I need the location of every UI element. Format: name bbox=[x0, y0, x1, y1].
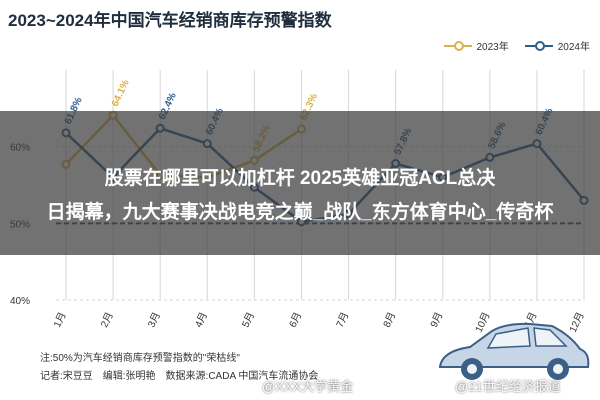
legend-item-2024: 2024年 bbox=[524, 38, 590, 53]
watermark-left: @XXX大学黄金 bbox=[262, 379, 354, 394]
x-tick-label: 5月 bbox=[240, 310, 257, 329]
x-tick-label: 7月 bbox=[334, 310, 351, 329]
credits: 记者:宋豆豆 编辑:张明艳 数据来源:CADA 中国汽车流通协会 bbox=[40, 371, 319, 382]
ad-overlay-line1: 股票在哪里可以加杠杆 2025英雄亚冠ACL总决 bbox=[104, 168, 496, 189]
legend-item-2023: 2023年 bbox=[443, 38, 509, 53]
watermark-right: @21世纪经济报道 bbox=[455, 379, 561, 394]
ad-overlay-line2: 日揭幕，九大赛事决战电竞之巅_战队_东方体育中心_传奇杯 bbox=[46, 202, 554, 223]
ad-overlay-text[interactable]: 股票在哪里可以加杠杆 2025英雄亚冠ACL总决 日揭幕，九大赛事决战电竞之巅_… bbox=[0, 162, 600, 230]
car-illustration-icon bbox=[438, 322, 590, 380]
x-tick-label: 6月 bbox=[287, 310, 304, 329]
ad-overlay-banner[interactable] bbox=[0, 111, 600, 255]
legend: 2023年 2024年 bbox=[443, 38, 590, 53]
legend-label-2023: 2023年 bbox=[476, 42, 509, 53]
legend-label-2024: 2024年 bbox=[557, 42, 590, 53]
x-tick-label: 8月 bbox=[381, 310, 398, 329]
legend-swatch-2023 bbox=[443, 40, 472, 51]
x-tick-label: 2月 bbox=[98, 310, 115, 329]
chart-title: 2023~2024年中国汽车经销商库存预警指数 bbox=[8, 11, 332, 30]
x-tick-label: 3月 bbox=[145, 310, 162, 329]
x-tick-label: 1月 bbox=[51, 310, 68, 329]
y-tick-label: 40% bbox=[10, 296, 30, 307]
footnote: 注:50%为汽车经销商库存预警指数的"荣枯线" bbox=[40, 353, 240, 364]
legend-swatch-2024 bbox=[524, 40, 553, 51]
x-tick-label: 4月 bbox=[193, 310, 210, 329]
x-tick-label: 9月 bbox=[428, 310, 445, 329]
